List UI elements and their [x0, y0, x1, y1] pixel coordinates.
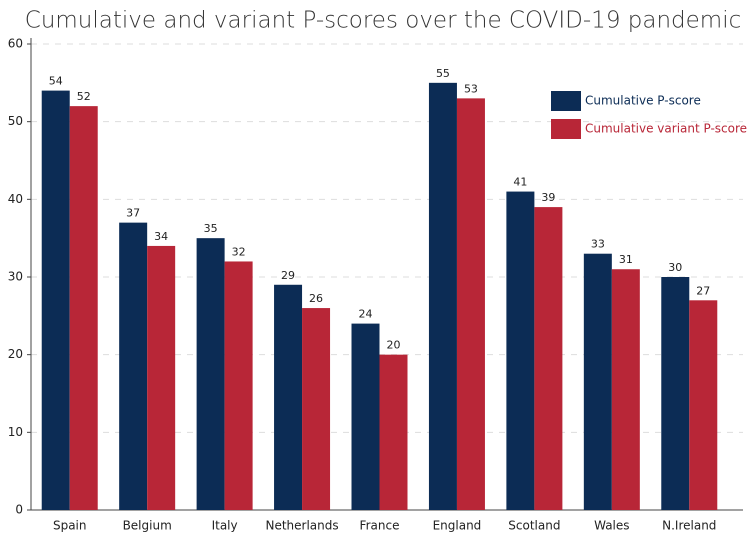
- bar: [689, 300, 718, 510]
- value-label: 26: [309, 292, 323, 305]
- value-label: 39: [541, 191, 555, 204]
- value-label: 20: [387, 339, 401, 352]
- x-tick-label: Spain: [53, 519, 87, 533]
- x-tick-label: Wales: [594, 519, 629, 533]
- bar: [196, 238, 225, 510]
- bar: [274, 284, 303, 510]
- bar: [224, 261, 253, 510]
- legend-label: Cumulative variant P-score: [585, 122, 747, 136]
- bar: [379, 354, 408, 510]
- y-tick-label: 20: [8, 347, 23, 361]
- bar: [661, 277, 690, 510]
- x-tick-label: France: [360, 519, 400, 533]
- value-label: 30: [668, 261, 682, 274]
- legend-label: Cumulative P-score: [585, 94, 701, 108]
- bar: [506, 191, 535, 511]
- x-tick-label: England: [433, 519, 482, 533]
- value-label: 24: [359, 308, 373, 321]
- x-tick-label: Belgium: [123, 519, 172, 533]
- y-tick-label: 30: [8, 270, 23, 284]
- legend-swatch: [551, 91, 581, 111]
- y-tick-label: 0: [15, 503, 23, 517]
- value-label: 34: [154, 230, 168, 243]
- value-label: 53: [464, 82, 478, 95]
- y-tick-label: 50: [8, 114, 23, 128]
- bar: [69, 106, 98, 510]
- value-label: 41: [513, 176, 527, 189]
- value-label: 31: [619, 253, 633, 266]
- value-label: 29: [281, 269, 295, 282]
- bar: [41, 90, 70, 510]
- legend-swatch: [551, 119, 581, 139]
- value-label: 52: [77, 90, 91, 103]
- value-label: 32: [232, 245, 246, 258]
- x-tick-label: N.Ireland: [662, 519, 716, 533]
- bar: [119, 222, 148, 510]
- y-tick-label: 10: [8, 425, 23, 439]
- bar: [611, 269, 640, 510]
- bar: [302, 308, 331, 510]
- bar: [351, 323, 380, 510]
- bar: [428, 82, 457, 510]
- value-label: 54: [49, 75, 63, 88]
- value-label: 55: [436, 67, 450, 80]
- bar: [456, 98, 485, 510]
- value-label: 33: [591, 238, 605, 251]
- y-tick-label: 40: [8, 192, 23, 206]
- y-tick-label: 60: [8, 37, 23, 51]
- x-tick-label: Italy: [212, 519, 238, 533]
- bar: [147, 245, 176, 510]
- x-tick-label: Scotland: [508, 519, 560, 533]
- x-tick-label: Netherlands: [265, 519, 338, 533]
- value-label: 37: [126, 207, 140, 220]
- value-label: 27: [696, 284, 710, 297]
- value-label: 35: [204, 222, 218, 235]
- bar: [534, 207, 563, 510]
- chart-title: Cumulative and variant P-scores over the…: [25, 8, 741, 34]
- bar: [583, 253, 612, 510]
